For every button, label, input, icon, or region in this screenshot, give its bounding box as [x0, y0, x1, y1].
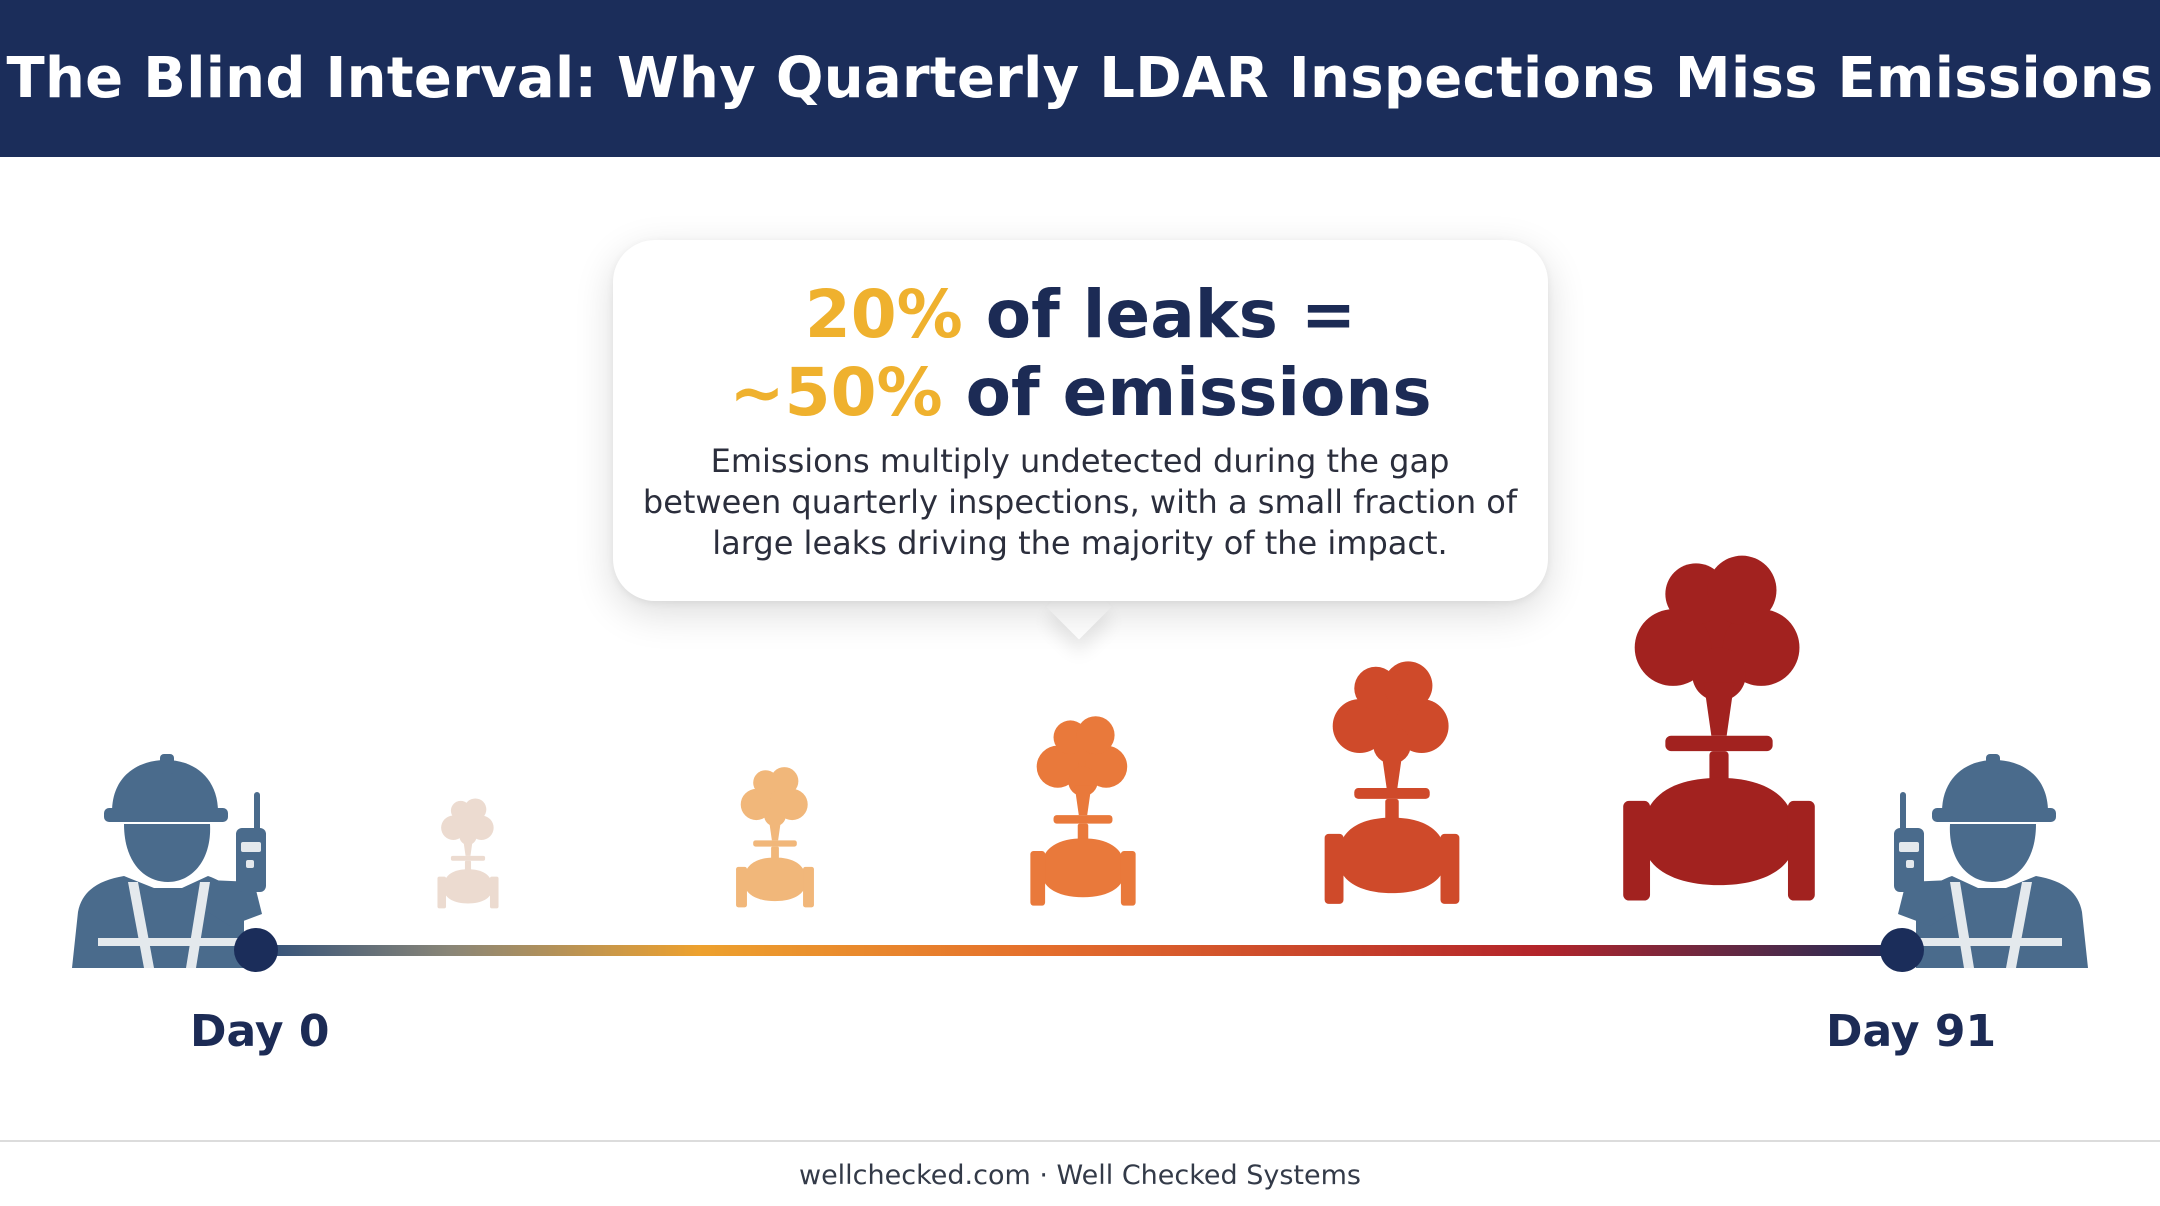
footer-credit: wellchecked.com · Well Checked Systems	[798, 1160, 1362, 1191]
footer-divider	[0, 1140, 2160, 1142]
stat-leaks-percent: 20%	[804, 276, 963, 353]
page-title: The Blind Interval: Why Quarterly LDAR I…	[6, 46, 2154, 111]
header-bar: The Blind Interval: Why Quarterly LDAR I…	[0, 0, 2160, 157]
inspector-left-icon	[72, 754, 266, 968]
timeline-end-node	[1880, 928, 1924, 972]
leak-stage-3-icon	[1030, 716, 1136, 906]
timeline-end-label: Day 91	[1826, 1006, 1997, 1057]
timeline-bar	[254, 945, 1902, 956]
timeline-start-node	[234, 928, 278, 972]
leak-stage-5-icon	[1623, 555, 1815, 901]
stat-emissions-percent: ~50%	[729, 354, 943, 431]
leak-stage-1-icon	[437, 798, 499, 909]
leak-stage-2-icon	[736, 767, 814, 908]
stat-callout	[613, 240, 1548, 601]
inspector-right-icon	[1894, 754, 2088, 968]
timeline-start-label: Day 0	[190, 1006, 330, 1057]
callout-description: Emissions multiply undetected during the…	[642, 442, 1518, 562]
leak-stage-4-icon	[1324, 661, 1460, 904]
stat-leaks-text: of leaks =	[962, 276, 1357, 353]
stat-emissions-text: of emissions	[942, 354, 1432, 431]
stat-headline-line1: 20% of leaks =	[613, 276, 1548, 353]
stat-headline-line2: ~50% of emissions	[613, 354, 1548, 431]
